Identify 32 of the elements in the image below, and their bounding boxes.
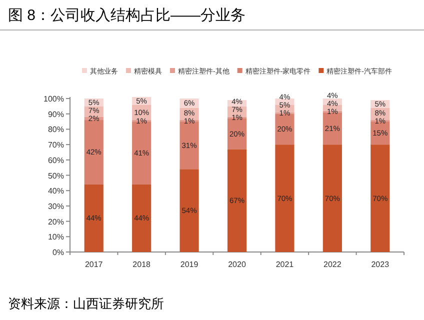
- bar: [84, 184, 104, 252]
- x-tick-label: 2018: [132, 260, 152, 269]
- y-tick-label: 10%: [48, 232, 64, 242]
- bar: [370, 144, 390, 252]
- y-tick-label: 0%: [52, 248, 64, 257]
- bar: [322, 112, 342, 145]
- bar: [180, 169, 199, 252]
- x-tick-label: 2021: [276, 260, 294, 269]
- y-tick-label: 50%: [48, 171, 64, 180]
- x-tick-label: 2019: [180, 260, 199, 269]
- x-tick-label: 2020: [228, 260, 246, 269]
- bar: [275, 114, 294, 145]
- bar: [275, 144, 294, 252]
- y-tick-label: 70%: [48, 140, 64, 150]
- x-tick-label: 2023: [371, 260, 390, 269]
- y-tick-label: 20%: [48, 217, 64, 226]
- title: 图 8：公司收入结构占比——分业务: [8, 7, 246, 24]
- bar: [180, 122, 199, 170]
- x-tick-label: 2022: [324, 260, 342, 269]
- y-tick-label: 30%: [48, 202, 64, 211]
- y-tick-label: 60%: [48, 156, 64, 165]
- bar: [84, 120, 104, 184]
- y-tick-label: 80%: [48, 125, 64, 134]
- y-tick-label: 100%: [44, 94, 64, 104]
- y-tick-label: 40%: [48, 186, 64, 196]
- bar: [132, 122, 152, 184]
- text: 资料来源：山西证券研究所: [8, 296, 164, 311]
- x-tick-label: 2017: [84, 260, 104, 269]
- y-tick-label: 90%: [48, 110, 64, 119]
- bar: [132, 184, 152, 252]
- bar: [322, 144, 342, 252]
- bar: [227, 149, 247, 252]
